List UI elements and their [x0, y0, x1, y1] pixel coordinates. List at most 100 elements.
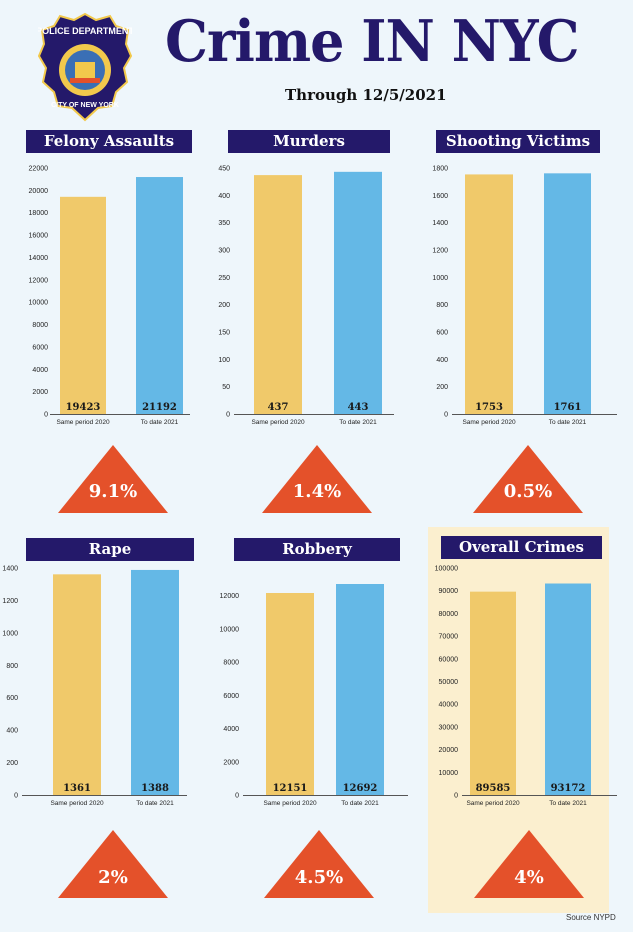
- y-tick-label: 1200: [2, 598, 18, 605]
- y-tick-label: 80000: [439, 611, 459, 618]
- y-tick-label: 200: [436, 384, 448, 391]
- y-tick-label: 8000: [223, 660, 239, 667]
- y-tick-label: 0: [235, 793, 239, 800]
- bar-value-label: 1761: [554, 402, 582, 413]
- x-category-label: To date 2021: [549, 419, 587, 426]
- change-label-rape: 2%: [58, 867, 168, 888]
- y-tick-label: 800: [436, 302, 448, 309]
- bar-2020: [470, 592, 516, 795]
- chart-shooting-victims: 0200400600800100012001400160018001753Sam…: [420, 160, 633, 440]
- y-tick-label: 20000: [29, 188, 49, 195]
- bar-value-label: 19423: [66, 402, 101, 413]
- bar-2021: [131, 570, 179, 795]
- y-tick-label: 450: [218, 166, 230, 173]
- chart-title-rape: Rape: [26, 538, 194, 561]
- y-tick-label: 400: [218, 193, 230, 200]
- y-tick-label: 10000: [29, 300, 49, 307]
- y-tick-label: 300: [218, 248, 230, 255]
- y-tick-label: 800: [6, 663, 18, 670]
- y-tick-label: 1200: [432, 248, 448, 255]
- change-triangle-murders: [262, 445, 372, 513]
- bar-value-label: 12151: [273, 783, 308, 794]
- y-tick-label: 1000: [2, 630, 18, 637]
- x-category-label: Same period 2020: [263, 800, 317, 807]
- chart-title-murders: Murders: [228, 130, 390, 153]
- y-tick-label: 60000: [439, 656, 459, 663]
- y-tick-label: 200: [6, 760, 18, 767]
- y-tick-label: 90000: [439, 588, 459, 595]
- y-tick-label: 12000: [29, 277, 49, 284]
- y-tick-label: 10000: [439, 770, 459, 777]
- y-tick-label: 200: [218, 302, 230, 309]
- y-tick-label: 14000: [29, 255, 49, 262]
- y-tick-label: 1400: [432, 220, 448, 227]
- y-tick-label: 1400: [2, 566, 18, 573]
- chart-overall-crimes: 0100002000030000400005000060000700008000…: [420, 560, 633, 815]
- bar-value-label: 89585: [476, 783, 511, 794]
- bar-value-label: 1361: [63, 783, 91, 794]
- chart-murders: 050100150200250300350400450437Same perio…: [210, 160, 420, 440]
- x-category-label: To date 2021: [339, 419, 377, 426]
- bar-2021: [545, 583, 591, 795]
- bar-2020: [266, 593, 314, 795]
- y-tick-label: 16000: [29, 233, 49, 240]
- y-tick-label: 50: [222, 384, 230, 391]
- page-subtitle: Through 12/5/2021: [285, 86, 447, 104]
- chart-title-overall-crimes: Overall Crimes: [441, 536, 602, 559]
- badge-top-text: POLICE DEPARTMENT: [38, 26, 132, 36]
- y-tick-label: 20000: [439, 747, 459, 754]
- y-tick-label: 12000: [220, 593, 240, 600]
- bar-2020: [60, 197, 106, 414]
- page-title: Crime IN NYC: [165, 4, 560, 78]
- y-tick-label: 0: [14, 793, 18, 800]
- x-category-label: To date 2021: [549, 800, 587, 807]
- y-tick-label: 2000: [32, 389, 48, 396]
- bar-value-label: 12692: [343, 783, 378, 794]
- y-tick-label: 400: [436, 357, 448, 364]
- bar-2020: [53, 574, 101, 795]
- y-tick-label: 8000: [32, 322, 48, 329]
- chart-title-felony-assaults: Felony Assaults: [26, 130, 192, 153]
- change-triangle-shooting-victims: [473, 445, 583, 513]
- y-tick-label: 2000: [223, 759, 239, 766]
- x-category-label: Same period 2020: [466, 800, 520, 807]
- x-category-label: Same period 2020: [56, 419, 110, 426]
- x-category-label: To date 2021: [341, 800, 379, 807]
- y-tick-label: 1800: [432, 166, 448, 173]
- bar-value-label: 1753: [475, 402, 503, 413]
- y-tick-label: 40000: [439, 702, 459, 709]
- y-tick-label: 6000: [32, 344, 48, 351]
- y-tick-label: 600: [6, 695, 18, 702]
- y-tick-label: 1600: [432, 193, 448, 200]
- bar-2021: [136, 177, 183, 414]
- bar-2021: [544, 173, 591, 414]
- x-category-label: Same period 2020: [251, 419, 305, 426]
- y-tick-label: 10000: [220, 626, 240, 633]
- x-category-label: To date 2021: [136, 800, 174, 807]
- y-tick-label: 30000: [439, 724, 459, 731]
- x-category-label: Same period 2020: [462, 419, 516, 426]
- bar-value-label: 93172: [551, 783, 586, 794]
- y-tick-label: 400: [6, 728, 18, 735]
- x-category-label: To date 2021: [141, 419, 179, 426]
- y-tick-label: 600: [436, 330, 448, 337]
- source-note: Source NYPD: [566, 913, 616, 922]
- y-tick-label: 100: [218, 357, 230, 364]
- bar-2021: [334, 172, 382, 414]
- y-tick-label: 22000: [29, 166, 49, 173]
- bar-2021: [336, 584, 384, 795]
- change-label-felony-assaults: 9.1%: [58, 481, 168, 502]
- bar-2020: [465, 174, 513, 414]
- y-tick-label: 0: [454, 793, 458, 800]
- bar-value-label: 21192: [142, 402, 177, 413]
- change-label-shooting-victims: 0.5%: [473, 481, 583, 502]
- chart-robbery: 02000400060008000100001200012151Same per…: [215, 560, 425, 815]
- y-tick-label: 1000: [432, 275, 448, 282]
- change-triangle-felony-assaults: [58, 445, 168, 513]
- x-category-label: Same period 2020: [50, 800, 104, 807]
- chart-title-robbery: Robbery: [234, 538, 400, 561]
- y-tick-label: 50000: [439, 679, 459, 686]
- bar-2020: [254, 175, 302, 414]
- y-tick-label: 6000: [223, 693, 239, 700]
- bar-value-label: 443: [348, 402, 369, 413]
